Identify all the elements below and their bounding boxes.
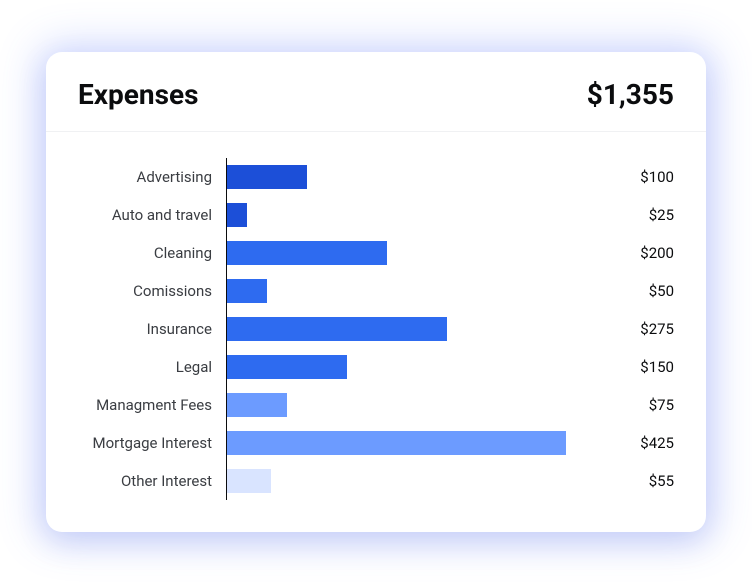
bar-track bbox=[226, 158, 596, 196]
expense-bar bbox=[227, 393, 287, 417]
expense-value: $200 bbox=[596, 244, 674, 262]
bar-track bbox=[226, 310, 596, 348]
expense-label: Advertising bbox=[78, 168, 226, 186]
expense-bar bbox=[227, 317, 447, 341]
bar-track bbox=[226, 386, 596, 424]
card-total: $1,355 bbox=[587, 78, 674, 111]
expense-value: $150 bbox=[596, 358, 674, 376]
expense-value: $55 bbox=[596, 472, 674, 490]
expense-row: Advertising $100 bbox=[78, 158, 674, 196]
bar-track bbox=[226, 196, 596, 234]
expense-label: Auto and travel bbox=[78, 206, 226, 224]
expense-label: Managment Fees bbox=[78, 396, 226, 414]
expense-bar bbox=[227, 469, 271, 493]
expense-value: $425 bbox=[596, 434, 674, 452]
expense-bar bbox=[227, 203, 247, 227]
expense-row: Other Interest $55 bbox=[78, 462, 674, 500]
expense-row: Mortgage Interest $425 bbox=[78, 424, 674, 462]
expense-bar bbox=[227, 165, 307, 189]
expense-label: Legal bbox=[78, 358, 226, 376]
bar-track bbox=[226, 348, 596, 386]
expense-bar bbox=[227, 241, 387, 265]
expense-value: $75 bbox=[596, 396, 674, 414]
bar-track bbox=[226, 272, 596, 310]
expense-value: $100 bbox=[596, 168, 674, 186]
expense-bar bbox=[227, 431, 566, 455]
expense-row: Managment Fees $75 bbox=[78, 386, 674, 424]
expense-value: $275 bbox=[596, 320, 674, 338]
card-title: Expenses bbox=[78, 78, 198, 111]
expense-row: Legal $150 bbox=[78, 348, 674, 386]
bar-track bbox=[226, 462, 596, 500]
expense-label: Insurance bbox=[78, 320, 226, 338]
expense-bar bbox=[227, 355, 347, 379]
bar-track bbox=[226, 234, 596, 272]
expense-row: Insurance $275 bbox=[78, 310, 674, 348]
bar-track bbox=[226, 424, 596, 462]
expense-row: Comissions $50 bbox=[78, 272, 674, 310]
expense-label: Mortgage Interest bbox=[78, 434, 226, 452]
expense-row: Cleaning $200 bbox=[78, 234, 674, 272]
expenses-bar-chart: Advertising $100 Auto and travel $25 Cleanin… bbox=[46, 132, 706, 532]
expense-label: Cleaning bbox=[78, 244, 226, 262]
expense-value: $50 bbox=[596, 282, 674, 300]
expense-bar bbox=[227, 279, 267, 303]
card-header: Expenses $1,355 bbox=[46, 52, 706, 132]
expense-row: Auto and travel $25 bbox=[78, 196, 674, 234]
expense-label: Other Interest bbox=[78, 472, 226, 490]
expense-value: $25 bbox=[596, 206, 674, 224]
expense-label: Comissions bbox=[78, 282, 226, 300]
expenses-card: Expenses $1,355 Advertising $100 Auto and … bbox=[46, 52, 706, 532]
